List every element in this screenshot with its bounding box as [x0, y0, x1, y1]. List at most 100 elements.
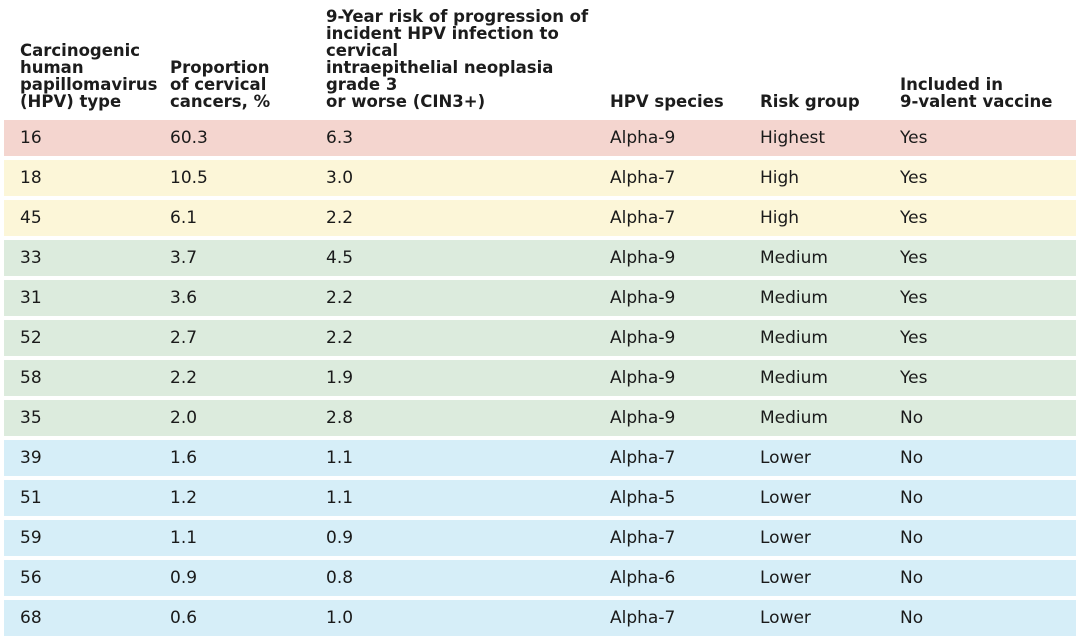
cell-risk-group: High [744, 200, 884, 236]
cell-progression-risk: 2.2 [310, 280, 594, 316]
table-row: 58 2.2 1.9 Alpha-9 Medium Yes [4, 360, 1076, 396]
cell-vaccine: No [884, 400, 1076, 436]
cell-progression-risk: 0.9 [310, 520, 594, 556]
cell-proportion: 2.0 [154, 400, 310, 436]
cell-proportion: 3.7 [154, 240, 310, 276]
cell-proportion: 6.1 [154, 200, 310, 236]
cell-vaccine: Yes [884, 280, 1076, 316]
cell-proportion: 1.2 [154, 480, 310, 516]
cell-progression-risk: 3.0 [310, 160, 594, 196]
table-row: 18 10.5 3.0 Alpha-7 High Yes [4, 160, 1076, 196]
hpv-risk-table: Carcinogenic human papillomavirus (HPV) … [4, 0, 1076, 640]
cell-risk-group: Medium [744, 400, 884, 436]
table-row: 31 3.6 2.2 Alpha-9 Medium Yes [4, 280, 1076, 316]
cell-risk-group: Medium [744, 240, 884, 276]
cell-risk-group: Lower [744, 600, 884, 636]
cell-risk-group: Lower [744, 480, 884, 516]
table-row: 35 2.0 2.8 Alpha-9 Medium No [4, 400, 1076, 436]
table-row: 33 3.7 4.5 Alpha-9 Medium Yes [4, 240, 1076, 276]
header-risk-group: Risk group [760, 92, 860, 111]
cell-vaccine: No [884, 520, 1076, 556]
cell-proportion: 1.6 [154, 440, 310, 476]
cell-hpv-type: 33 [4, 240, 154, 276]
cell-risk-group: Medium [744, 320, 884, 356]
cell-proportion: 0.9 [154, 560, 310, 596]
cell-hpv-species: Alpha-9 [594, 120, 744, 156]
cell-hpv-type: 45 [4, 200, 154, 236]
cell-proportion: 60.3 [154, 120, 310, 156]
table-row: 39 1.6 1.1 Alpha-7 Lower No [4, 440, 1076, 476]
cell-hpv-type: 68 [4, 600, 154, 636]
cell-vaccine: Yes [884, 200, 1076, 236]
cell-progression-risk: 4.5 [310, 240, 594, 276]
cell-proportion: 2.7 [154, 320, 310, 356]
table-row: 56 0.9 0.8 Alpha-6 Lower No [4, 560, 1076, 596]
cell-progression-risk: 1.9 [310, 360, 594, 396]
table-row: 59 1.1 0.9 Alpha-7 Lower No [4, 520, 1076, 556]
cell-progression-risk: 2.8 [310, 400, 594, 436]
cell-progression-risk: 6.3 [310, 120, 594, 156]
cell-hpv-type: 39 [4, 440, 154, 476]
cell-vaccine: No [884, 440, 1076, 476]
cell-hpv-species: Alpha-9 [594, 320, 744, 356]
cell-vaccine: Yes [884, 240, 1076, 276]
cell-vaccine: No [884, 600, 1076, 636]
cell-hpv-species: Alpha-7 [594, 520, 744, 556]
header-row: Carcinogenic human papillomavirus (HPV) … [4, 4, 1076, 116]
cell-hpv-type: 56 [4, 560, 154, 596]
cell-proportion: 10.5 [154, 160, 310, 196]
table-row: 52 2.7 2.2 Alpha-9 Medium Yes [4, 320, 1076, 356]
cell-hpv-species: Alpha-7 [594, 440, 744, 476]
header-proportion: Proportion of cervical cancers, % [170, 58, 271, 111]
cell-hpv-type: 18 [4, 160, 154, 196]
cell-hpv-type: 52 [4, 320, 154, 356]
cell-risk-group: Medium [744, 280, 884, 316]
cell-vaccine: Yes [884, 160, 1076, 196]
cell-risk-group: Highest [744, 120, 884, 156]
cell-risk-group: Lower [744, 560, 884, 596]
cell-progression-risk: 1.1 [310, 440, 594, 476]
cell-vaccine: Yes [884, 360, 1076, 396]
cell-vaccine: Yes [884, 120, 1076, 156]
cell-hpv-species: Alpha-9 [594, 280, 744, 316]
cell-hpv-type: 35 [4, 400, 154, 436]
cell-hpv-type: 51 [4, 480, 154, 516]
cell-hpv-type: 58 [4, 360, 154, 396]
table-body: 16 60.3 6.3 Alpha-9 Highest Yes 18 10.5 3.0 Alpha… [4, 120, 1076, 636]
cell-progression-risk: 2.2 [310, 200, 594, 236]
table-row: 16 60.3 6.3 Alpha-9 Highest Yes [4, 120, 1076, 156]
cell-hpv-species: Alpha-9 [594, 400, 744, 436]
cell-hpv-species: Alpha-9 [594, 360, 744, 396]
cell-risk-group: Lower [744, 440, 884, 476]
cell-risk-group: High [744, 160, 884, 196]
cell-vaccine: No [884, 480, 1076, 516]
cell-hpv-species: Alpha-5 [594, 480, 744, 516]
cell-hpv-species: Alpha-6 [594, 560, 744, 596]
cell-proportion: 3.6 [154, 280, 310, 316]
cell-proportion: 1.1 [154, 520, 310, 556]
cell-hpv-species: Alpha-7 [594, 200, 744, 236]
table-header: Carcinogenic human papillomavirus (HPV) … [4, 4, 1076, 116]
cell-hpv-type: 59 [4, 520, 154, 556]
header-vaccine: Included in 9-valent vaccine [900, 75, 1053, 111]
cell-hpv-species: Alpha-7 [594, 600, 744, 636]
cell-hpv-type: 31 [4, 280, 154, 316]
cell-vaccine: Yes [884, 320, 1076, 356]
cell-hpv-species: Alpha-9 [594, 240, 744, 276]
cell-hpv-species: Alpha-7 [594, 160, 744, 196]
cell-hpv-type: 16 [4, 120, 154, 156]
cell-risk-group: Lower [744, 520, 884, 556]
cell-progression-risk: 1.0 [310, 600, 594, 636]
table-row: 45 6.1 2.2 Alpha-7 High Yes [4, 200, 1076, 236]
cell-proportion: 2.2 [154, 360, 310, 396]
cell-progression-risk: 0.8 [310, 560, 594, 596]
header-hpv-type: Carcinogenic human papillomavirus (HPV) … [20, 41, 158, 111]
header-progression-risk: 9-Year risk of progression of incident H… [326, 7, 589, 111]
header-hpv-species: HPV species [610, 92, 724, 111]
table-row: 51 1.2 1.1 Alpha-5 Lower No [4, 480, 1076, 516]
cell-risk-group: Medium [744, 360, 884, 396]
cell-proportion: 0.6 [154, 600, 310, 636]
table-row: 68 0.6 1.0 Alpha-7 Lower No [4, 600, 1076, 636]
cell-progression-risk: 2.2 [310, 320, 594, 356]
